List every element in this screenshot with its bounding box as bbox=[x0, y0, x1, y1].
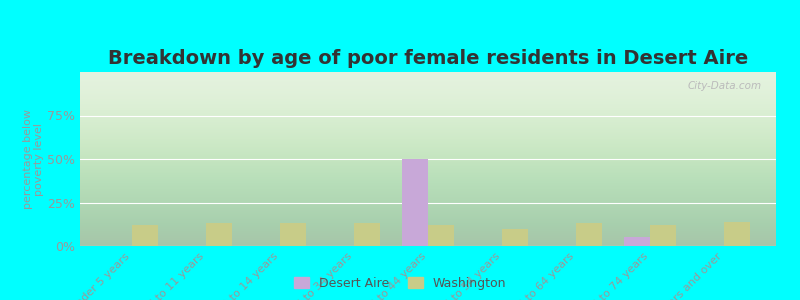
Bar bbox=[354, 224, 380, 246]
Bar bbox=[428, 225, 454, 246]
Bar bbox=[624, 237, 650, 246]
Bar bbox=[132, 225, 158, 246]
Title: Breakdown by age of poor female residents in Desert Aire: Breakdown by age of poor female resident… bbox=[108, 49, 748, 68]
Text: City-Data.com: City-Data.com bbox=[688, 81, 762, 91]
Bar bbox=[724, 222, 750, 246]
Bar bbox=[280, 224, 306, 246]
Bar bbox=[576, 224, 602, 246]
Bar bbox=[650, 225, 676, 246]
Bar bbox=[206, 224, 232, 246]
Y-axis label: percentage below
poverty level: percentage below poverty level bbox=[22, 109, 44, 209]
Bar bbox=[402, 159, 428, 246]
Bar bbox=[502, 229, 528, 246]
Legend: Desert Aire, Washington: Desert Aire, Washington bbox=[290, 273, 510, 294]
